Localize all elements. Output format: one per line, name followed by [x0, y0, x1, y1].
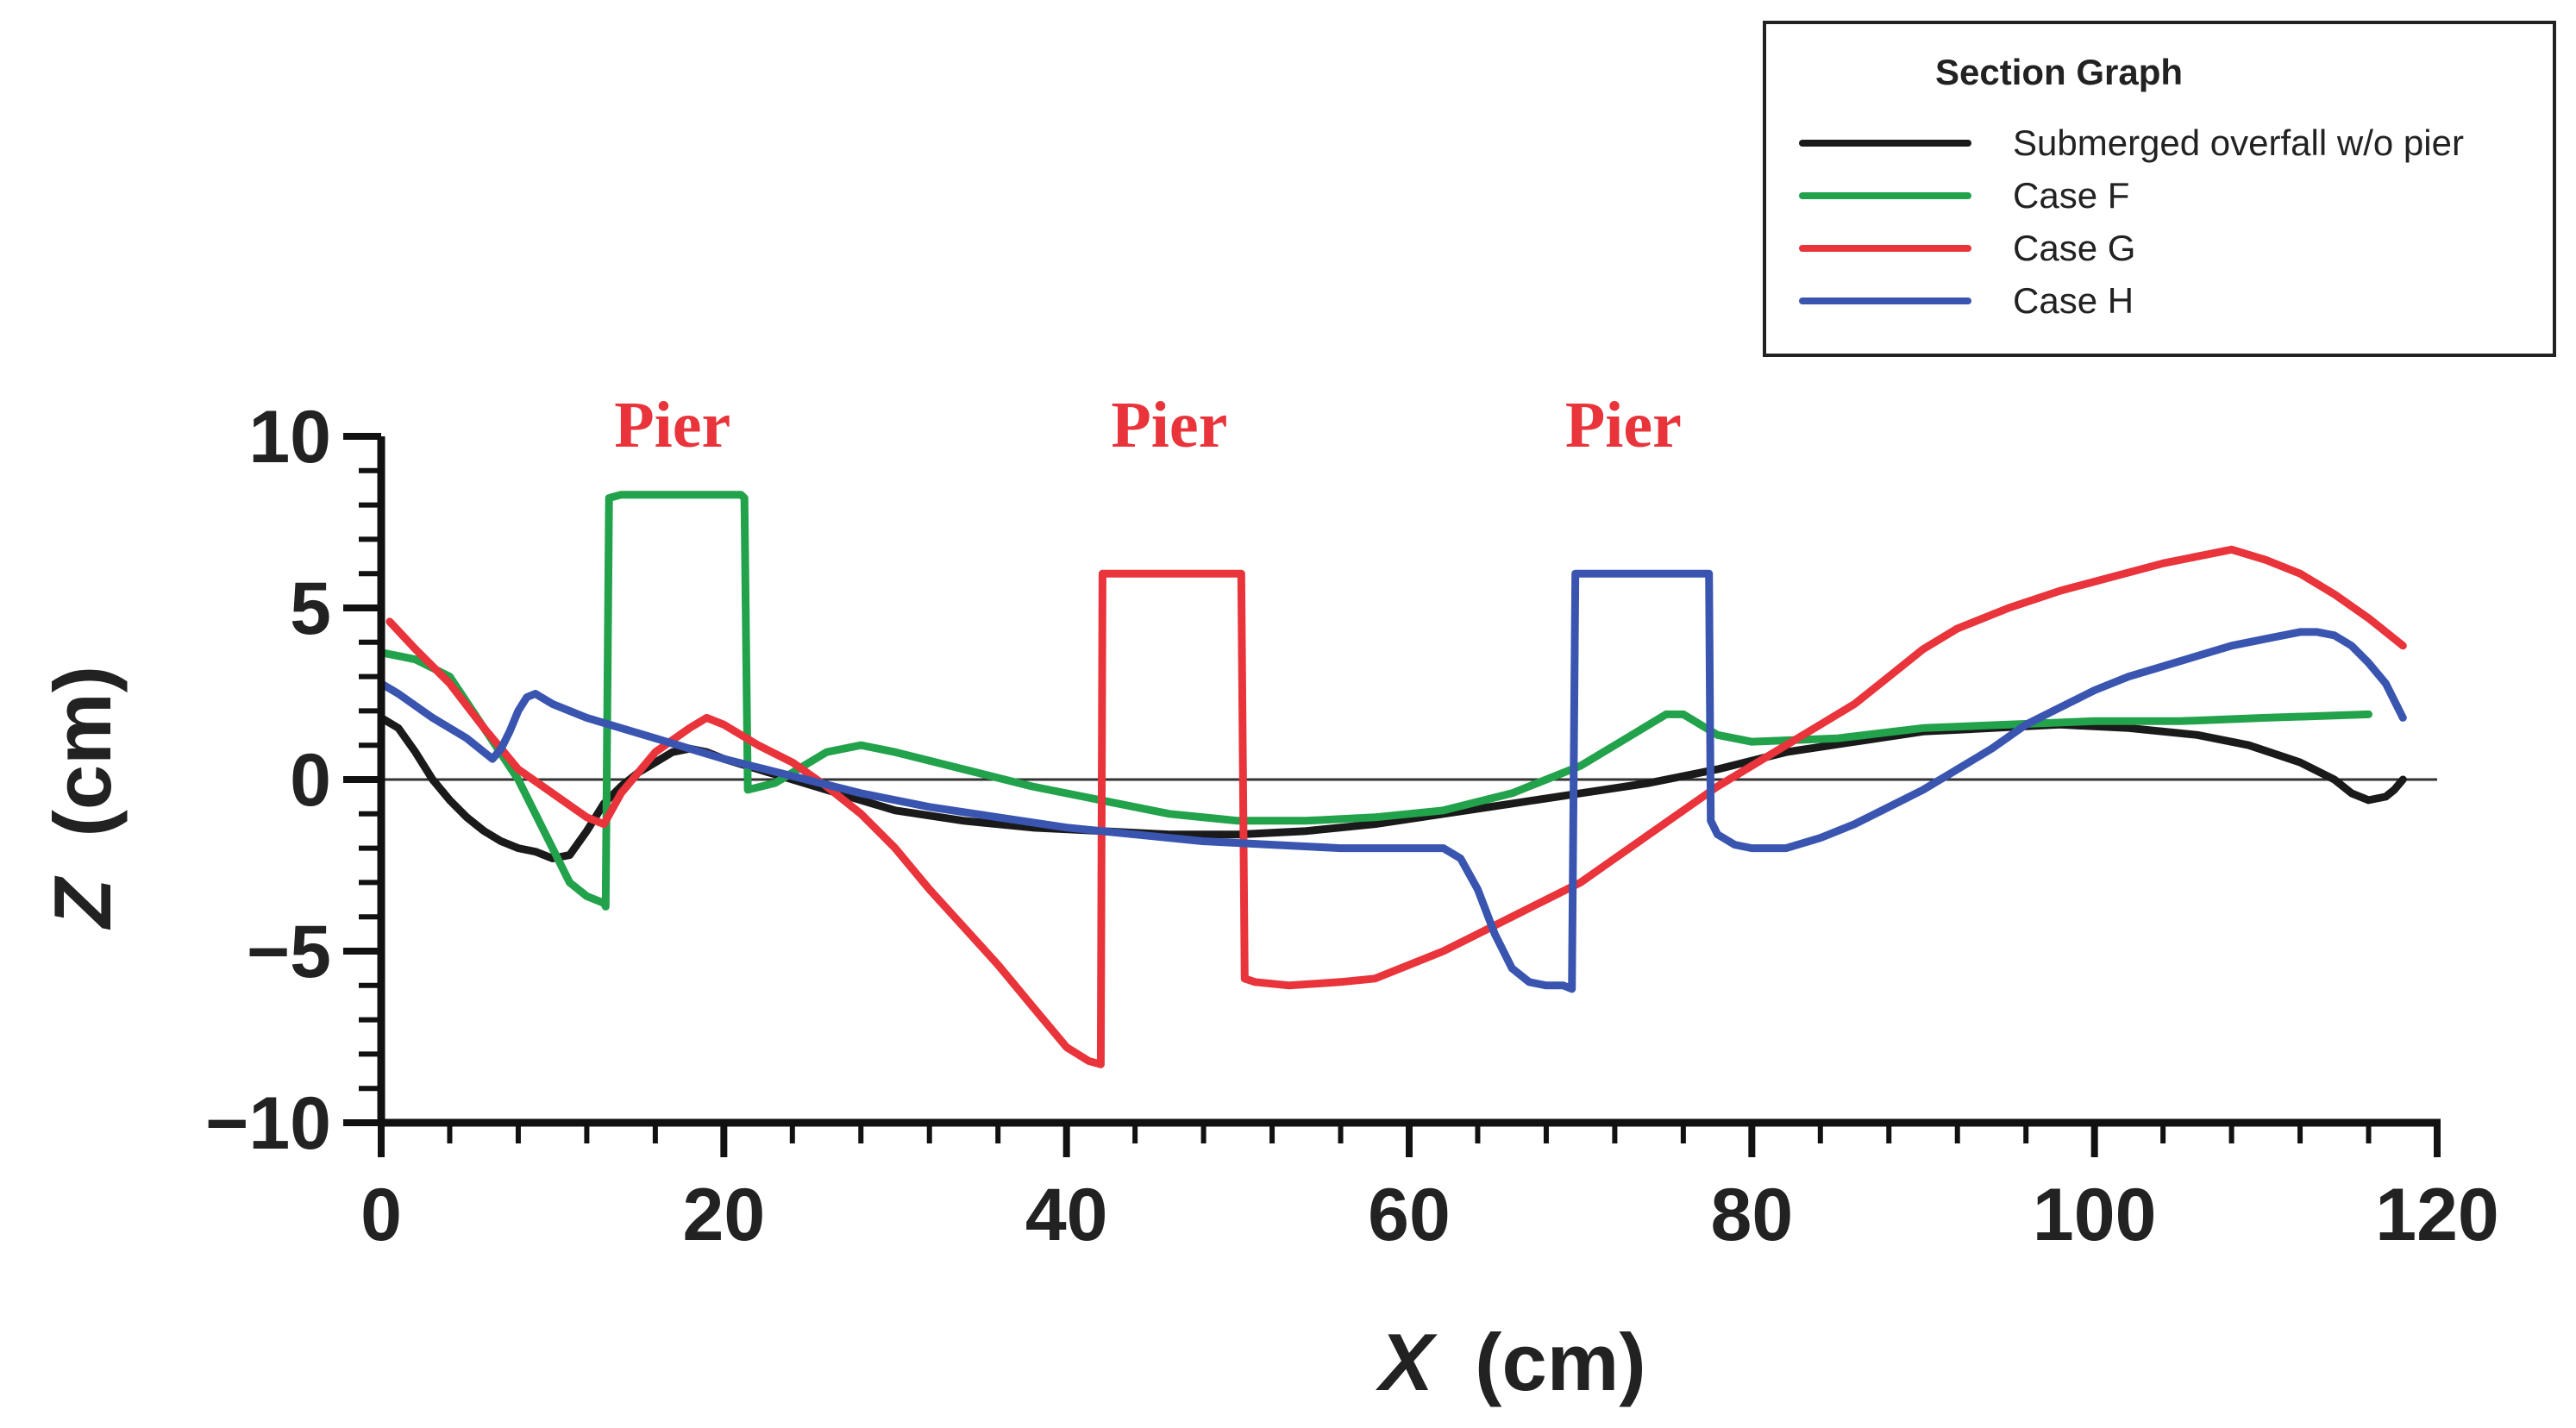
x-tick-label: 100 [2033, 1174, 2157, 1256]
series-line-2 [377, 491, 2372, 911]
x-tick-label: 80 [1710, 1174, 1793, 1256]
legend-entries: Submerged overfall w/o pier Case F Case G C… [1799, 122, 2464, 321]
legend-label-3: Case G [2013, 228, 2135, 268]
y-tick-label: −10 [205, 1082, 331, 1165]
x-tick-label: 20 [682, 1174, 765, 1256]
y-tick-label: 0 [290, 739, 331, 822]
x-tick-label: 40 [1025, 1174, 1108, 1256]
x-axis-title: X (cm) [1375, 1317, 1645, 1407]
y-tick-label: −5 [247, 911, 331, 993]
legend-label-4: Case H [2013, 280, 2134, 321]
x-tick-label: 60 [1368, 1174, 1451, 1256]
x-tick-label: 0 [360, 1174, 402, 1256]
tick-layer: 0 20 40 60 80 100 120 −10 −5 0 5 10 [205, 396, 2499, 1256]
y-tick-label: 10 [248, 396, 331, 479]
series-layer [377, 491, 2407, 1068]
x-axis-title-var: X [1375, 1317, 1438, 1407]
y-tick-label: 5 [290, 567, 331, 650]
legend-label-2: Case F [2013, 175, 2129, 216]
y-axis-title: Z (cm) [37, 666, 128, 930]
pier-label-2: Pier [1111, 389, 1227, 461]
series-line-3 [385, 545, 2407, 1068]
pier-label-3: Pier [1565, 389, 1682, 461]
series-line-4 [377, 569, 2407, 993]
annotation-layer: Pier Pier Pier [614, 389, 1682, 461]
y-axis-title-var: Z [37, 875, 128, 930]
y-axis-title-unit: (cm) [37, 666, 128, 836]
x-axis-title-unit: (cm) [1475, 1317, 1645, 1407]
legend-label-1: Submerged overfall w/o pier [2013, 122, 2464, 163]
legend-title: Section Graph [1935, 52, 2183, 92]
pier-label-1: Pier [614, 389, 730, 461]
x-tick-label: 120 [2375, 1174, 2499, 1256]
series-line-1 [377, 713, 2407, 862]
legend: Section Graph Submerged overfall w/o pie… [1763, 21, 2556, 357]
